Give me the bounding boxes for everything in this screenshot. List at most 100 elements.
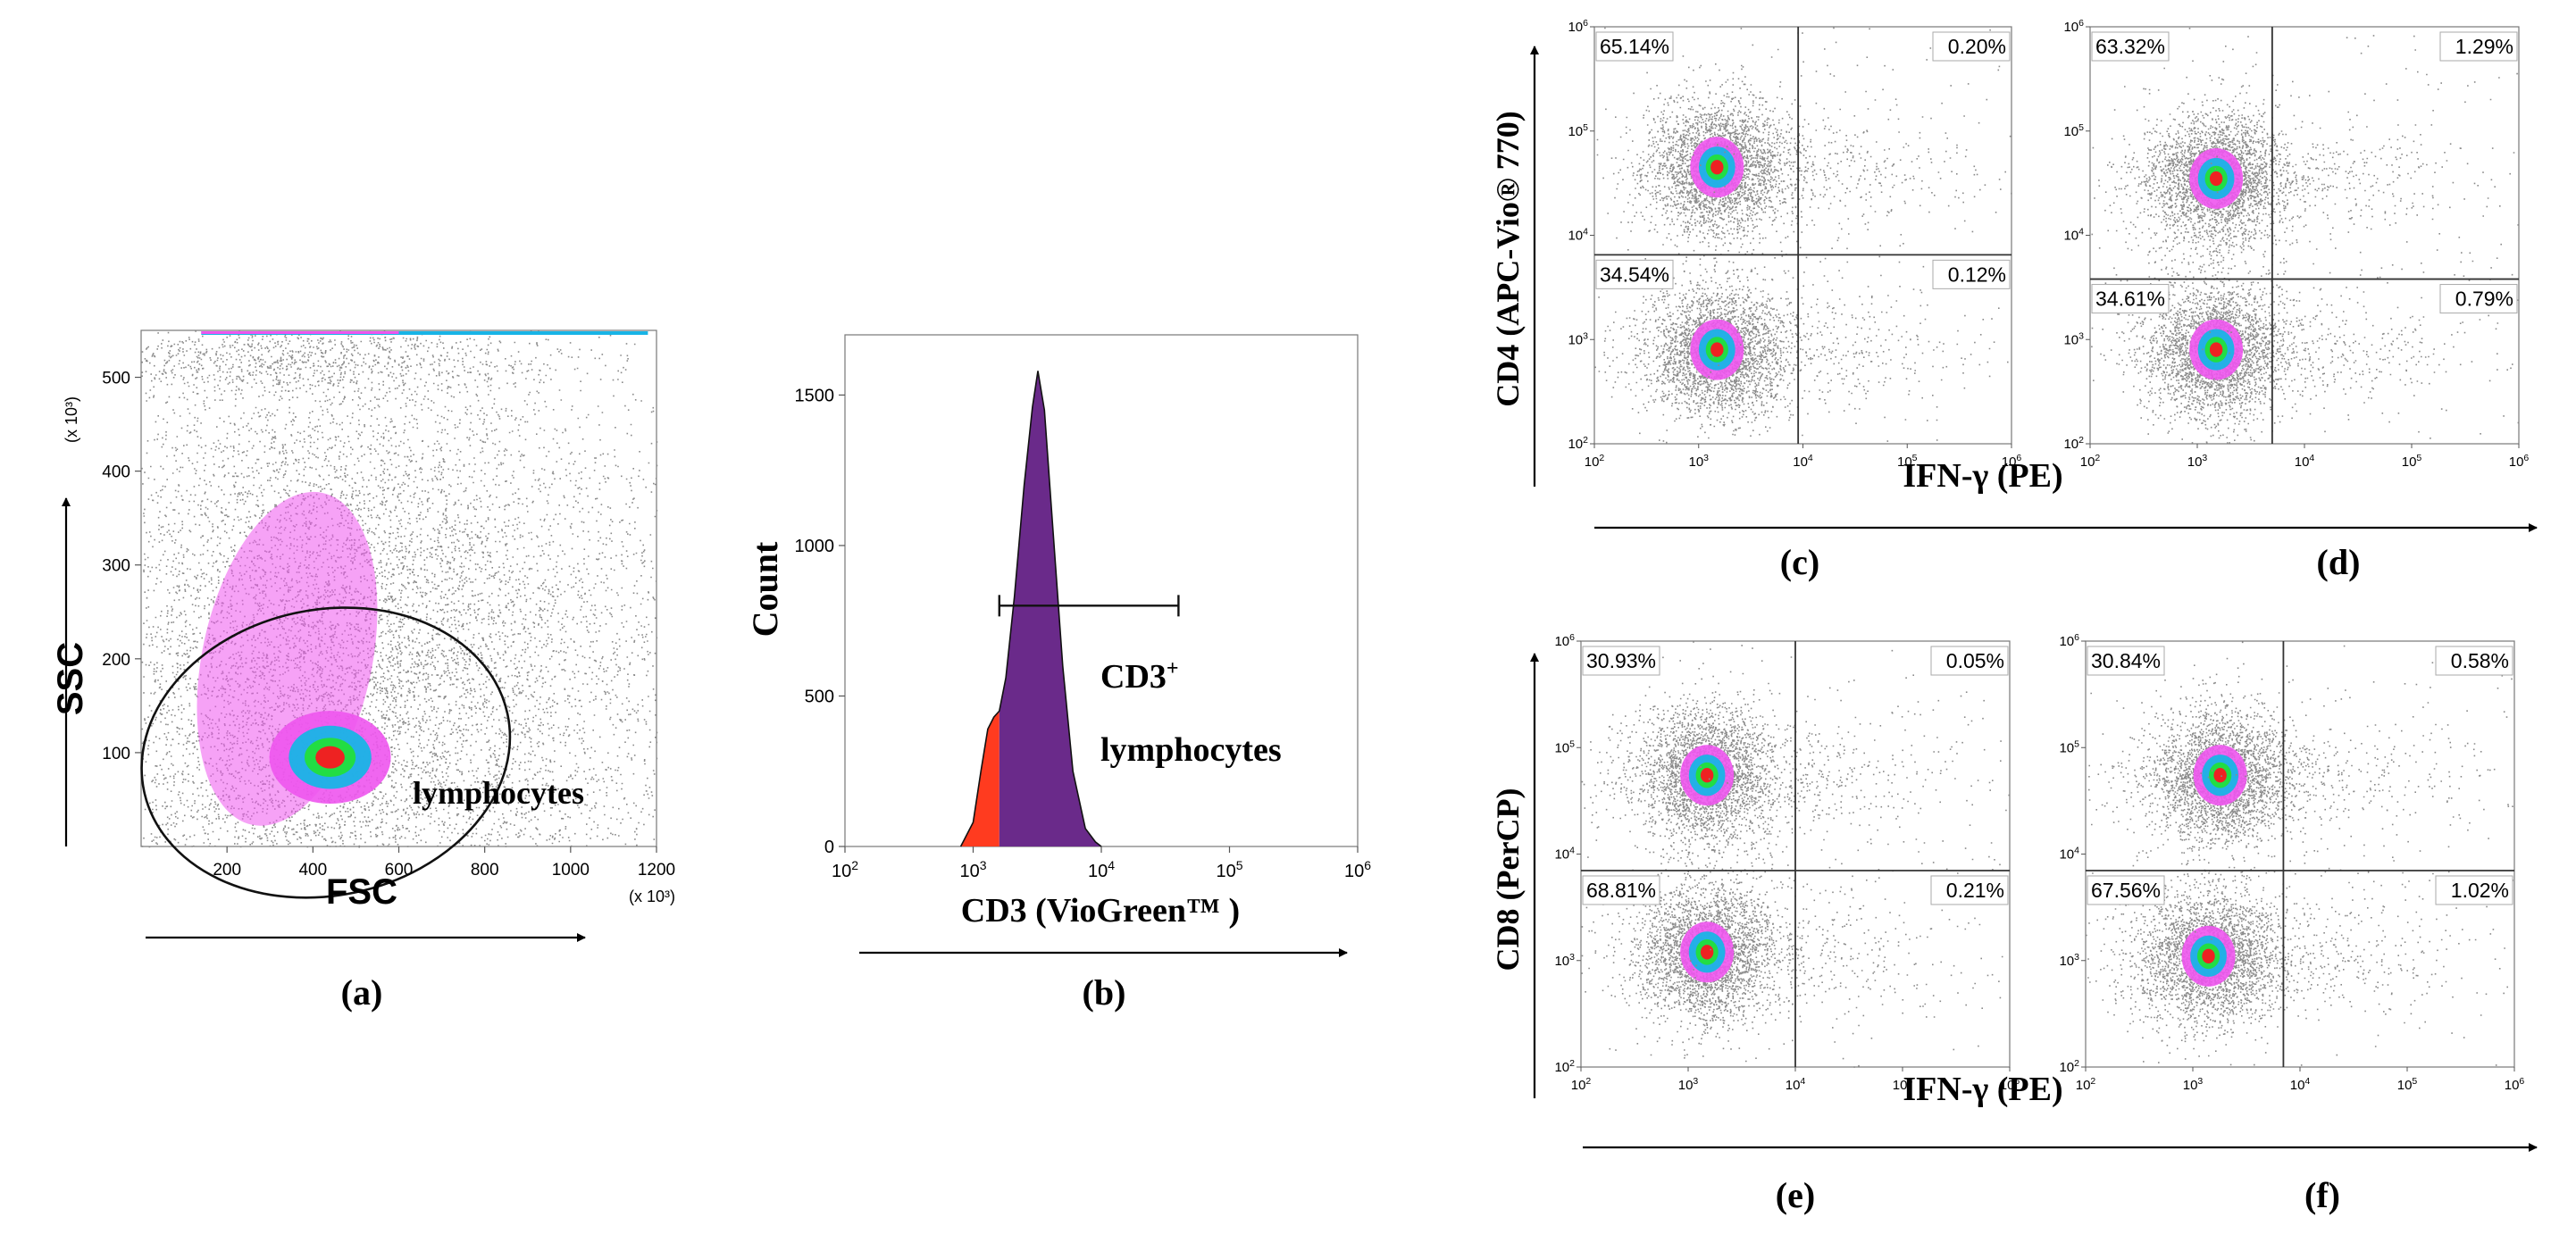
panel-c-quadrant-box-UR — [1932, 31, 2011, 62]
panel-f-ytick-label: 104 — [2059, 846, 2079, 863]
panel-e-ytick-label: 105 — [1554, 738, 1575, 755]
panel-e-pop-1-density-3 — [1700, 945, 1714, 960]
panel-a-xtick-label: 400 — [298, 861, 327, 880]
panel-d-xtick-label: 103 — [2187, 453, 2208, 470]
panel-d-quadrant-box-LR — [2439, 284, 2518, 314]
panel-e-xtick-label: 104 — [1786, 1076, 1806, 1093]
panel-b-ytick-label: 0 — [824, 838, 834, 857]
panel-b-outline — [959, 371, 1102, 847]
panel-e-pop-0-density-3 — [1700, 768, 1714, 783]
panel-f-pop-0-density-3 — [2213, 768, 2227, 783]
panel-e-quadrant-box-LR — [1930, 875, 2009, 905]
panel-d-ytick-label: 103 — [2063, 330, 2084, 347]
panel-c-xtick-label: 103 — [1688, 453, 1709, 470]
panel-f-xtick-label: 102 — [2076, 1076, 2096, 1093]
panel-f-xtick-label: 103 — [2183, 1076, 2204, 1093]
panel-f-pop-1-dots — [2100, 842, 2325, 1066]
panel-b-xtick-label: 103 — [959, 858, 986, 881]
panel-a-xtick-label: 800 — [471, 861, 499, 880]
panel-e-quadrant-box-UR — [1930, 646, 2009, 676]
panel-a-ytick-label: 400 — [102, 463, 130, 482]
panel-c-ytick-label: 106 — [1568, 18, 1588, 35]
panel-c-quadrant-box-LL — [1595, 259, 1674, 289]
panel-a-dots-top — [141, 330, 636, 421]
panel-e-pop-1-dots — [1594, 829, 1812, 1059]
panel-d-pop-1-density-3 — [2209, 342, 2223, 357]
panel-c-ytick-label: 105 — [1568, 122, 1588, 139]
panel-label-b: (b) — [1083, 972, 1126, 1013]
panel-a-y-unit: (x 10³) — [63, 396, 80, 443]
panel-e-quadrant-LL: 68.81% — [1586, 879, 1656, 902]
panel-c-plot — [1590, 26, 2012, 448]
panel-label-a: (a) — [341, 972, 383, 1013]
panel-f-quadrant-box-LR — [2435, 875, 2513, 905]
panel-c-quadrant-LR: 0.12% — [1948, 263, 2006, 286]
panel-ef-y-title: CD8 (PerCP) — [1490, 788, 1526, 971]
panel-b-ytick-label: 1500 — [795, 386, 835, 405]
panel-c-pop-0-density-3 — [1710, 160, 1724, 175]
panel-d-plot — [2086, 26, 2520, 448]
panel-d-ytick-label: 104 — [2063, 227, 2084, 244]
panel-b-xtick-label: 104 — [1088, 858, 1115, 881]
panel-a-xtick-label: 200 — [213, 861, 241, 880]
panel-d-xtick-label: 102 — [2080, 453, 2101, 470]
panel-e-xtick-label: 106 — [2000, 1076, 2020, 1093]
panel-d-xtick-label: 105 — [2402, 453, 2422, 470]
panel-f-xtick-label: 106 — [2505, 1076, 2525, 1093]
panel-b-ytick-label: 500 — [805, 687, 834, 706]
panel-f-ytick-label: 106 — [2059, 632, 2079, 649]
panel-c-xtick-label: 106 — [2002, 453, 2022, 470]
panel-a-x-title: FSC — [326, 872, 397, 912]
panel-a-gate-label: lymphocytes — [413, 775, 584, 811]
panel-e-quadrant-box-LL — [1582, 875, 1660, 905]
panel-c-quadrant-box-LR — [1932, 259, 2011, 289]
panel-e-ytick-label: 104 — [1554, 846, 1575, 863]
panel-d-pop-0-dots — [2091, 61, 2329, 299]
panel-a-ytick-label: 500 — [102, 370, 130, 388]
panel-a-x-unit: (x 10³) — [629, 888, 675, 905]
panel-b-plot — [839, 334, 1359, 957]
panel-d-quadrant-box-UL — [2091, 31, 2170, 62]
panel-f-quadrant-UL: 30.84% — [2091, 649, 2161, 672]
panel-e-pop-0-tail — [1581, 697, 2010, 864]
panel-d-frame — [2089, 26, 2520, 445]
panel-e-ytick-label: 102 — [1554, 1058, 1575, 1075]
panel-a-ytick-label: 100 — [102, 745, 130, 763]
panel-c-pop-1-density-3 — [1710, 342, 1724, 357]
panel-b-y-title: Count — [745, 541, 785, 637]
panel-c-xtick-label: 102 — [1585, 453, 1605, 470]
panel-e-quadrant-box-UL — [1582, 646, 1660, 676]
panel-e-xtick-label: 103 — [1678, 1076, 1699, 1093]
panel-label-d: (d) — [2317, 542, 2361, 582]
panel-c-quadrant-UL: 65.14% — [1600, 35, 1669, 58]
panel-a-ytick-label: 300 — [102, 557, 130, 576]
panel-c-xtick-label: 105 — [1897, 453, 1918, 470]
panel-f-quadrant-LL: 67.56% — [2091, 879, 2161, 902]
panel-f-plot — [2081, 640, 2515, 1071]
panel-f-ytick-label: 102 — [2059, 1058, 2079, 1075]
panel-c-ytick-label: 102 — [1568, 435, 1588, 452]
panel-c-quadrant-box-UL — [1595, 31, 1674, 62]
panel-c-ytick-label: 103 — [1568, 330, 1588, 347]
panel-e-quadrant-LR: 0.21% — [1946, 879, 2004, 902]
panel-b-cd3-label: CD3+ — [1100, 657, 1179, 696]
panel-f-frame — [2085, 640, 2515, 1068]
panel-b-xtick-label: 102 — [832, 858, 858, 881]
panel-f-quadrant-box-UL — [2087, 646, 2165, 676]
panel-a-gate[interactable] — [114, 574, 537, 930]
panel-e-quadrant-UR: 0.05% — [1946, 649, 2004, 672]
panel-a-xtick-label: 1200 — [638, 861, 675, 880]
panel-d-quadrant-box-LL — [2091, 284, 2170, 314]
panel-f-quadrant-UR: 0.58% — [2451, 649, 2509, 672]
panel-f-ytick-label: 103 — [2059, 952, 2079, 969]
panel-c-quadrant-LL: 34.54% — [1600, 263, 1669, 286]
panel-b-positive-area — [999, 371, 1101, 846]
panel-b-xtick-label: 106 — [1344, 858, 1371, 881]
panel-a-ytick-label: 200 — [102, 651, 130, 670]
panel-b-x-title: CD3 (VioGreen™ ) — [961, 892, 1240, 930]
panel-a-plot — [62, 329, 658, 942]
panel-c-xtick-label: 104 — [1793, 453, 1813, 470]
panel-a-lymphocytes-density-3 — [315, 746, 345, 769]
panel-a-xtick-label: 600 — [385, 861, 414, 880]
